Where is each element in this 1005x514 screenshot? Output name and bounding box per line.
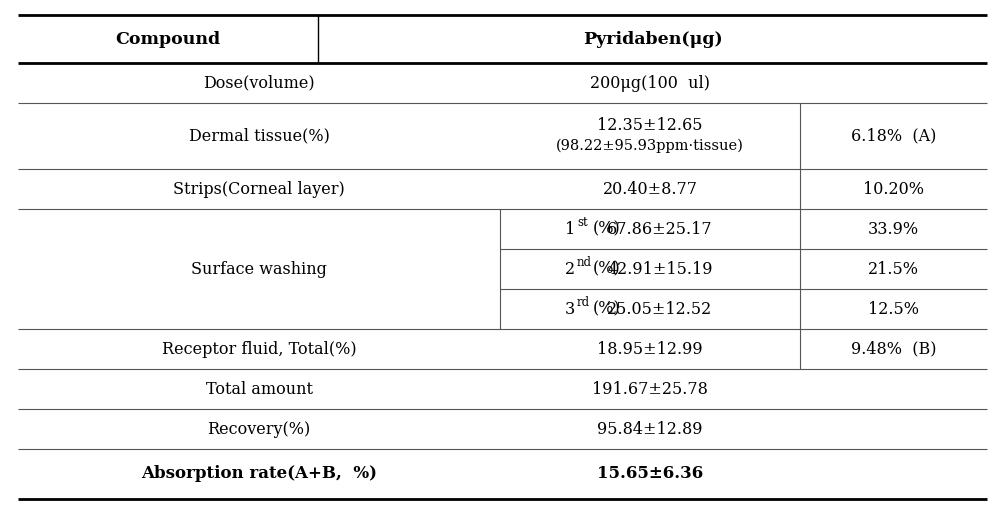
Text: 200μg(100  ul): 200μg(100 ul)	[590, 75, 710, 91]
Text: Pyridaben(μg): Pyridaben(μg)	[583, 30, 723, 47]
Text: 10.20%: 10.20%	[863, 180, 924, 197]
Text: 3: 3	[565, 301, 575, 318]
Text: Recovery(%): Recovery(%)	[207, 420, 311, 437]
Text: Dermal tissue(%): Dermal tissue(%)	[189, 127, 330, 144]
Text: (%): (%)	[593, 261, 621, 278]
Text: Compound: Compound	[116, 30, 220, 47]
Text: 9.48%  (B): 9.48% (B)	[851, 340, 937, 358]
Text: nd: nd	[577, 256, 592, 269]
Text: 12.35±12.65: 12.35±12.65	[597, 118, 702, 135]
Text: 15.65±6.36: 15.65±6.36	[597, 466, 704, 483]
Text: 191.67±25.78: 191.67±25.78	[592, 380, 708, 397]
Text: 12.5%: 12.5%	[868, 301, 919, 318]
Text: 6.18%  (A): 6.18% (A)	[851, 127, 937, 144]
Text: st: st	[577, 216, 588, 229]
Text: 1: 1	[565, 221, 575, 237]
Text: Strips(Corneal layer): Strips(Corneal layer)	[173, 180, 345, 197]
Text: Dose(volume): Dose(volume)	[203, 75, 315, 91]
Text: 20.40±8.77: 20.40±8.77	[603, 180, 697, 197]
Text: 42.91±15.19: 42.91±15.19	[607, 261, 713, 278]
Text: (%): (%)	[593, 301, 621, 318]
Text: 21.5%: 21.5%	[868, 261, 919, 278]
Text: Absorption rate(A+B,  %): Absorption rate(A+B, %)	[141, 466, 377, 483]
Text: Receptor fluid, Total(%): Receptor fluid, Total(%)	[162, 340, 357, 358]
Text: 25.05±12.52: 25.05±12.52	[607, 301, 713, 318]
Text: 33.9%: 33.9%	[868, 221, 919, 237]
Text: (98.22±95.93ppm·tissue): (98.22±95.93ppm·tissue)	[556, 139, 744, 153]
Text: (%): (%)	[593, 221, 621, 237]
Text: rd: rd	[577, 297, 590, 309]
Text: 95.84±12.89: 95.84±12.89	[597, 420, 702, 437]
Text: Surface washing: Surface washing	[191, 261, 327, 278]
Text: Total amount: Total amount	[205, 380, 313, 397]
Text: 2: 2	[565, 261, 575, 278]
Text: 18.95±12.99: 18.95±12.99	[597, 340, 702, 358]
Text: 67.86±25.17: 67.86±25.17	[607, 221, 713, 237]
